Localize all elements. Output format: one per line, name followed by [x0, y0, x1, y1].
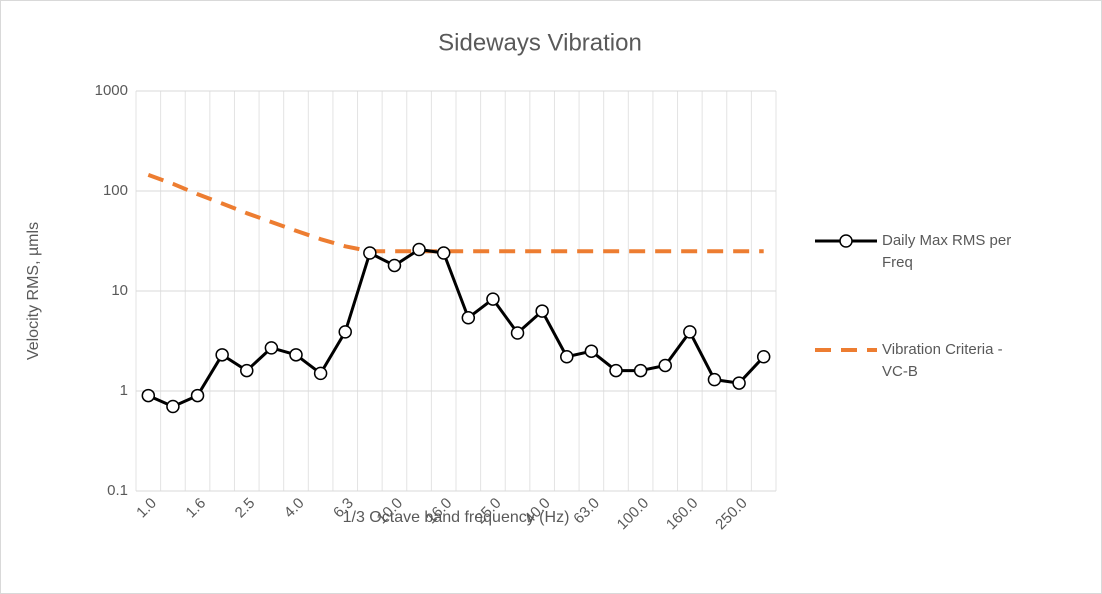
- data-point: [633, 363, 648, 378]
- data-point: [683, 325, 697, 339]
- data-point: [461, 311, 476, 325]
- data-point: [658, 358, 672, 373]
- data-point: [338, 325, 352, 339]
- data-point: [313, 366, 328, 381]
- legend-label: Vibration Criteria - VC-B: [882, 341, 1003, 380]
- legend-label: Daily Max RMS per Freq: [882, 232, 1012, 271]
- data-point: [363, 246, 377, 260]
- data-point: [215, 348, 229, 362]
- data-point: [535, 304, 549, 318]
- y-tick-label: 100: [103, 182, 128, 199]
- y-tick-label: 1: [120, 382, 128, 399]
- data-point: [190, 388, 205, 403]
- data-point: [510, 326, 525, 340]
- data-point: [486, 292, 500, 306]
- series-line: [147, 172, 764, 254]
- y-tick-label: 0.1: [107, 482, 128, 499]
- data-point: [707, 372, 722, 387]
- data-point: [584, 344, 599, 358]
- data-point: [436, 246, 451, 260]
- y-axis-label: Velocity RMS, µmls: [25, 222, 42, 360]
- data-point: [166, 399, 180, 414]
- data-point: [240, 363, 254, 378]
- data-point: [141, 388, 156, 403]
- data-point: [289, 348, 303, 362]
- data-point: [387, 258, 402, 273]
- data-point: [264, 341, 279, 355]
- legend-marker: [839, 234, 853, 248]
- y-tick-label: 1000: [95, 82, 128, 99]
- x-axis-label: 1/3 Octave band frequency (Hz): [343, 509, 570, 526]
- data-point: [609, 363, 623, 378]
- data-point: [756, 350, 771, 364]
- chart-title: Sideways Vibration: [438, 29, 642, 56]
- y-tick-label: 10: [111, 282, 128, 299]
- grid: [135, 90, 777, 492]
- data-point: [732, 376, 746, 390]
- data-point: [560, 350, 574, 364]
- data-point: [412, 242, 426, 257]
